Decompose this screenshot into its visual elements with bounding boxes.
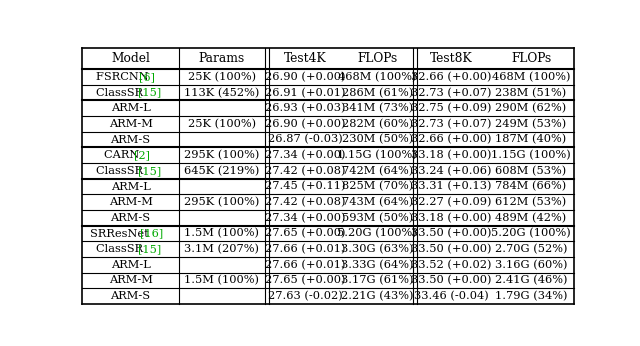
Text: 1.5M (100%): 1.5M (100%) <box>184 228 259 239</box>
Text: ARM-L: ARM-L <box>111 260 150 270</box>
Text: 33.18 (+0.00): 33.18 (+0.00) <box>411 150 492 161</box>
Text: 26.90 (+0.00): 26.90 (+0.00) <box>265 72 345 82</box>
Text: 27.66 (+0.01): 27.66 (+0.01) <box>265 244 345 254</box>
Text: 32.75 (+0.09): 32.75 (+0.09) <box>411 103 492 113</box>
Text: 742M (64%): 742M (64%) <box>342 166 413 176</box>
Text: 5.20G (100%): 5.20G (100%) <box>337 228 417 239</box>
Text: ClassSR: ClassSR <box>96 88 147 98</box>
Text: ARM-S: ARM-S <box>111 291 150 301</box>
Text: 33.50 (+0.00): 33.50 (+0.00) <box>411 244 492 254</box>
Text: 27.34 (+0.00): 27.34 (+0.00) <box>265 150 345 161</box>
Text: 238M (51%): 238M (51%) <box>495 88 566 98</box>
Text: 3.1M (207%): 3.1M (207%) <box>184 244 259 254</box>
Text: 26.87 (-0.03): 26.87 (-0.03) <box>268 135 342 145</box>
Text: ClassSR: ClassSR <box>96 166 147 176</box>
Text: 187M (40%): 187M (40%) <box>495 135 566 145</box>
Text: 2.70G (52%): 2.70G (52%) <box>495 244 567 254</box>
Text: FSRCNN: FSRCNN <box>95 72 152 82</box>
Text: 5.20G (100%): 5.20G (100%) <box>491 228 571 239</box>
Text: 32.73 (+0.07): 32.73 (+0.07) <box>411 88 492 98</box>
Text: 645K (219%): 645K (219%) <box>184 166 260 176</box>
Text: [16]: [16] <box>140 228 163 238</box>
Text: 27.66 (+0.01): 27.66 (+0.01) <box>265 260 345 270</box>
Text: ARM-L: ARM-L <box>111 103 150 113</box>
Text: 27.34 (+0.00): 27.34 (+0.00) <box>265 213 345 223</box>
Text: 26.93 (+0.03): 26.93 (+0.03) <box>265 103 345 113</box>
Text: 32.66 (+0.00): 32.66 (+0.00) <box>411 72 492 82</box>
Text: ARM-S: ARM-S <box>111 135 150 145</box>
Text: 2.21G (43%): 2.21G (43%) <box>341 291 413 301</box>
Text: 25K (100%): 25K (100%) <box>188 72 256 82</box>
Text: [6]: [6] <box>139 72 155 82</box>
Text: 743M (64%): 743M (64%) <box>342 197 413 207</box>
Text: 1.79G (34%): 1.79G (34%) <box>495 291 567 301</box>
Text: ClassSR: ClassSR <box>96 244 147 254</box>
Text: Test4K: Test4K <box>284 52 326 65</box>
Text: 784M (66%): 784M (66%) <box>495 181 566 192</box>
Text: 1.5M (100%): 1.5M (100%) <box>184 275 259 285</box>
Text: SRResNet: SRResNet <box>90 228 152 238</box>
Text: 3.16G (60%): 3.16G (60%) <box>495 260 567 270</box>
Text: 3.30G (63%): 3.30G (63%) <box>341 244 413 254</box>
Text: 489M (42%): 489M (42%) <box>495 213 566 223</box>
Text: 33.24 (+0.06): 33.24 (+0.06) <box>411 166 492 176</box>
Text: 593M (50%): 593M (50%) <box>342 213 413 223</box>
Text: 33.18 (+0.00): 33.18 (+0.00) <box>411 213 492 223</box>
Text: [15]: [15] <box>138 88 161 98</box>
Text: CARN: CARN <box>104 150 143 160</box>
Text: Params: Params <box>199 52 245 65</box>
Text: [15]: [15] <box>138 166 161 176</box>
Text: 295K (100%): 295K (100%) <box>184 197 260 207</box>
Text: 825M (70%): 825M (70%) <box>342 181 413 192</box>
Text: FLOPs: FLOPs <box>511 52 551 65</box>
Text: 1.15G (100%): 1.15G (100%) <box>337 150 417 161</box>
Text: 25K (100%): 25K (100%) <box>188 119 256 129</box>
Text: 26.90 (+0.00): 26.90 (+0.00) <box>265 119 345 129</box>
Text: ARM-L: ARM-L <box>111 182 150 192</box>
Text: ARM-M: ARM-M <box>109 197 152 207</box>
Text: 27.45 (+0.11): 27.45 (+0.11) <box>265 181 345 192</box>
Text: 341M (73%): 341M (73%) <box>342 103 413 113</box>
Text: Model: Model <box>111 52 150 65</box>
Text: 33.31 (+0.13): 33.31 (+0.13) <box>411 181 492 192</box>
Text: 249M (53%): 249M (53%) <box>495 119 566 129</box>
Text: 295K (100%): 295K (100%) <box>184 150 260 161</box>
Text: 26.91 (+0.01): 26.91 (+0.01) <box>265 88 345 98</box>
Text: 468M (100%): 468M (100%) <box>338 72 417 82</box>
Text: 468M (100%): 468M (100%) <box>492 72 570 82</box>
Text: 230M (50%): 230M (50%) <box>342 135 413 145</box>
Text: 113K (452%): 113K (452%) <box>184 88 260 98</box>
Text: 27.42 (+0.08): 27.42 (+0.08) <box>265 166 345 176</box>
Text: 33.50 (+0.00): 33.50 (+0.00) <box>411 275 492 285</box>
Text: 27.42 (+0.08): 27.42 (+0.08) <box>265 197 345 207</box>
Text: ARM-M: ARM-M <box>109 119 152 129</box>
Text: ARM-M: ARM-M <box>109 275 152 285</box>
Text: Test8K: Test8K <box>429 52 472 65</box>
Text: 282M (60%): 282M (60%) <box>342 119 413 129</box>
Text: [2]: [2] <box>134 150 150 160</box>
Text: 2.41G (46%): 2.41G (46%) <box>495 275 567 285</box>
Text: 33.50 (+0.00): 33.50 (+0.00) <box>411 228 492 239</box>
Text: 286M (61%): 286M (61%) <box>342 88 413 98</box>
Text: 612M (53%): 612M (53%) <box>495 197 566 207</box>
Text: 3.33G (64%): 3.33G (64%) <box>341 260 413 270</box>
Text: [15]: [15] <box>138 244 161 254</box>
Text: FLOPs: FLOPs <box>357 52 397 65</box>
Text: ARM-S: ARM-S <box>111 213 150 223</box>
Text: 27.63 (-0.02): 27.63 (-0.02) <box>268 291 342 301</box>
Text: 32.66 (+0.00): 32.66 (+0.00) <box>411 135 492 145</box>
Text: 33.46 (-0.04): 33.46 (-0.04) <box>413 291 488 301</box>
Text: 33.52 (+0.02): 33.52 (+0.02) <box>411 260 492 270</box>
Text: 27.65 (+0.00): 27.65 (+0.00) <box>265 275 345 285</box>
Text: 3.17G (61%): 3.17G (61%) <box>341 275 413 285</box>
Text: 32.73 (+0.07): 32.73 (+0.07) <box>411 119 492 129</box>
Text: 32.27 (+0.09): 32.27 (+0.09) <box>411 197 492 207</box>
Text: 290M (62%): 290M (62%) <box>495 103 566 113</box>
Text: 1.15G (100%): 1.15G (100%) <box>491 150 571 161</box>
Text: 27.65 (+0.00): 27.65 (+0.00) <box>265 228 345 239</box>
Text: 608M (53%): 608M (53%) <box>495 166 566 176</box>
